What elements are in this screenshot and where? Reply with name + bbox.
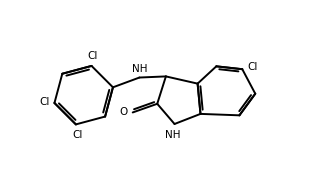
- Text: Cl: Cl: [88, 51, 98, 61]
- Text: Cl: Cl: [39, 97, 49, 107]
- Text: Cl: Cl: [72, 130, 82, 140]
- Text: Cl: Cl: [247, 62, 258, 71]
- Text: O: O: [119, 107, 127, 117]
- Text: NH: NH: [165, 130, 181, 140]
- Text: NH: NH: [132, 64, 147, 74]
